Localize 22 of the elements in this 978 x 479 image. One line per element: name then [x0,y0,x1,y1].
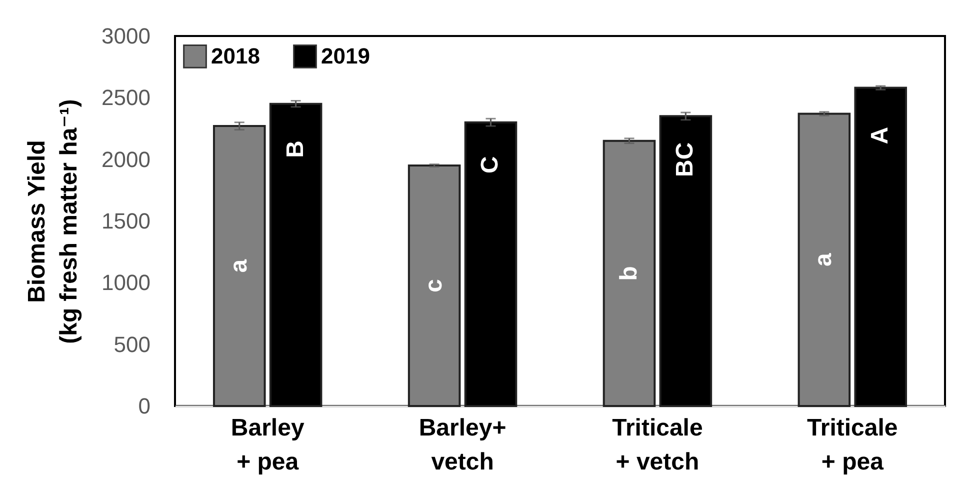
y-tick-label: 500 [114,332,150,357]
y-axis-title: Biomass Yield (kg fresh matter ha⁻¹) [24,99,83,344]
y-tick-label: 1500 [102,208,150,234]
data-label: a [225,258,252,273]
data-label: c [420,279,448,292]
x-tick-label: Triticale + pea [807,414,898,476]
legend-label: 2018 [211,43,260,68]
legend-label: 2019 [321,43,370,68]
x-tick-label: Barley + pea [230,414,305,476]
data-label: b [615,266,642,281]
y-tick-label: 2500 [102,85,150,110]
data-label: B [282,140,309,158]
x-tick-label: Triticale + vetch [612,414,703,476]
y-tick-label: 3000 [102,24,150,48]
y-tick-label: 1000 [102,270,150,296]
data-label: BC [672,142,699,177]
data-label: a [810,252,838,267]
y-tick-label: 0 [138,394,150,418]
x-tick-label: Barley+ vetch [418,414,506,476]
data-label: A [866,126,894,144]
y-tick-label: 2000 [102,146,150,172]
data-label: C [476,156,504,174]
